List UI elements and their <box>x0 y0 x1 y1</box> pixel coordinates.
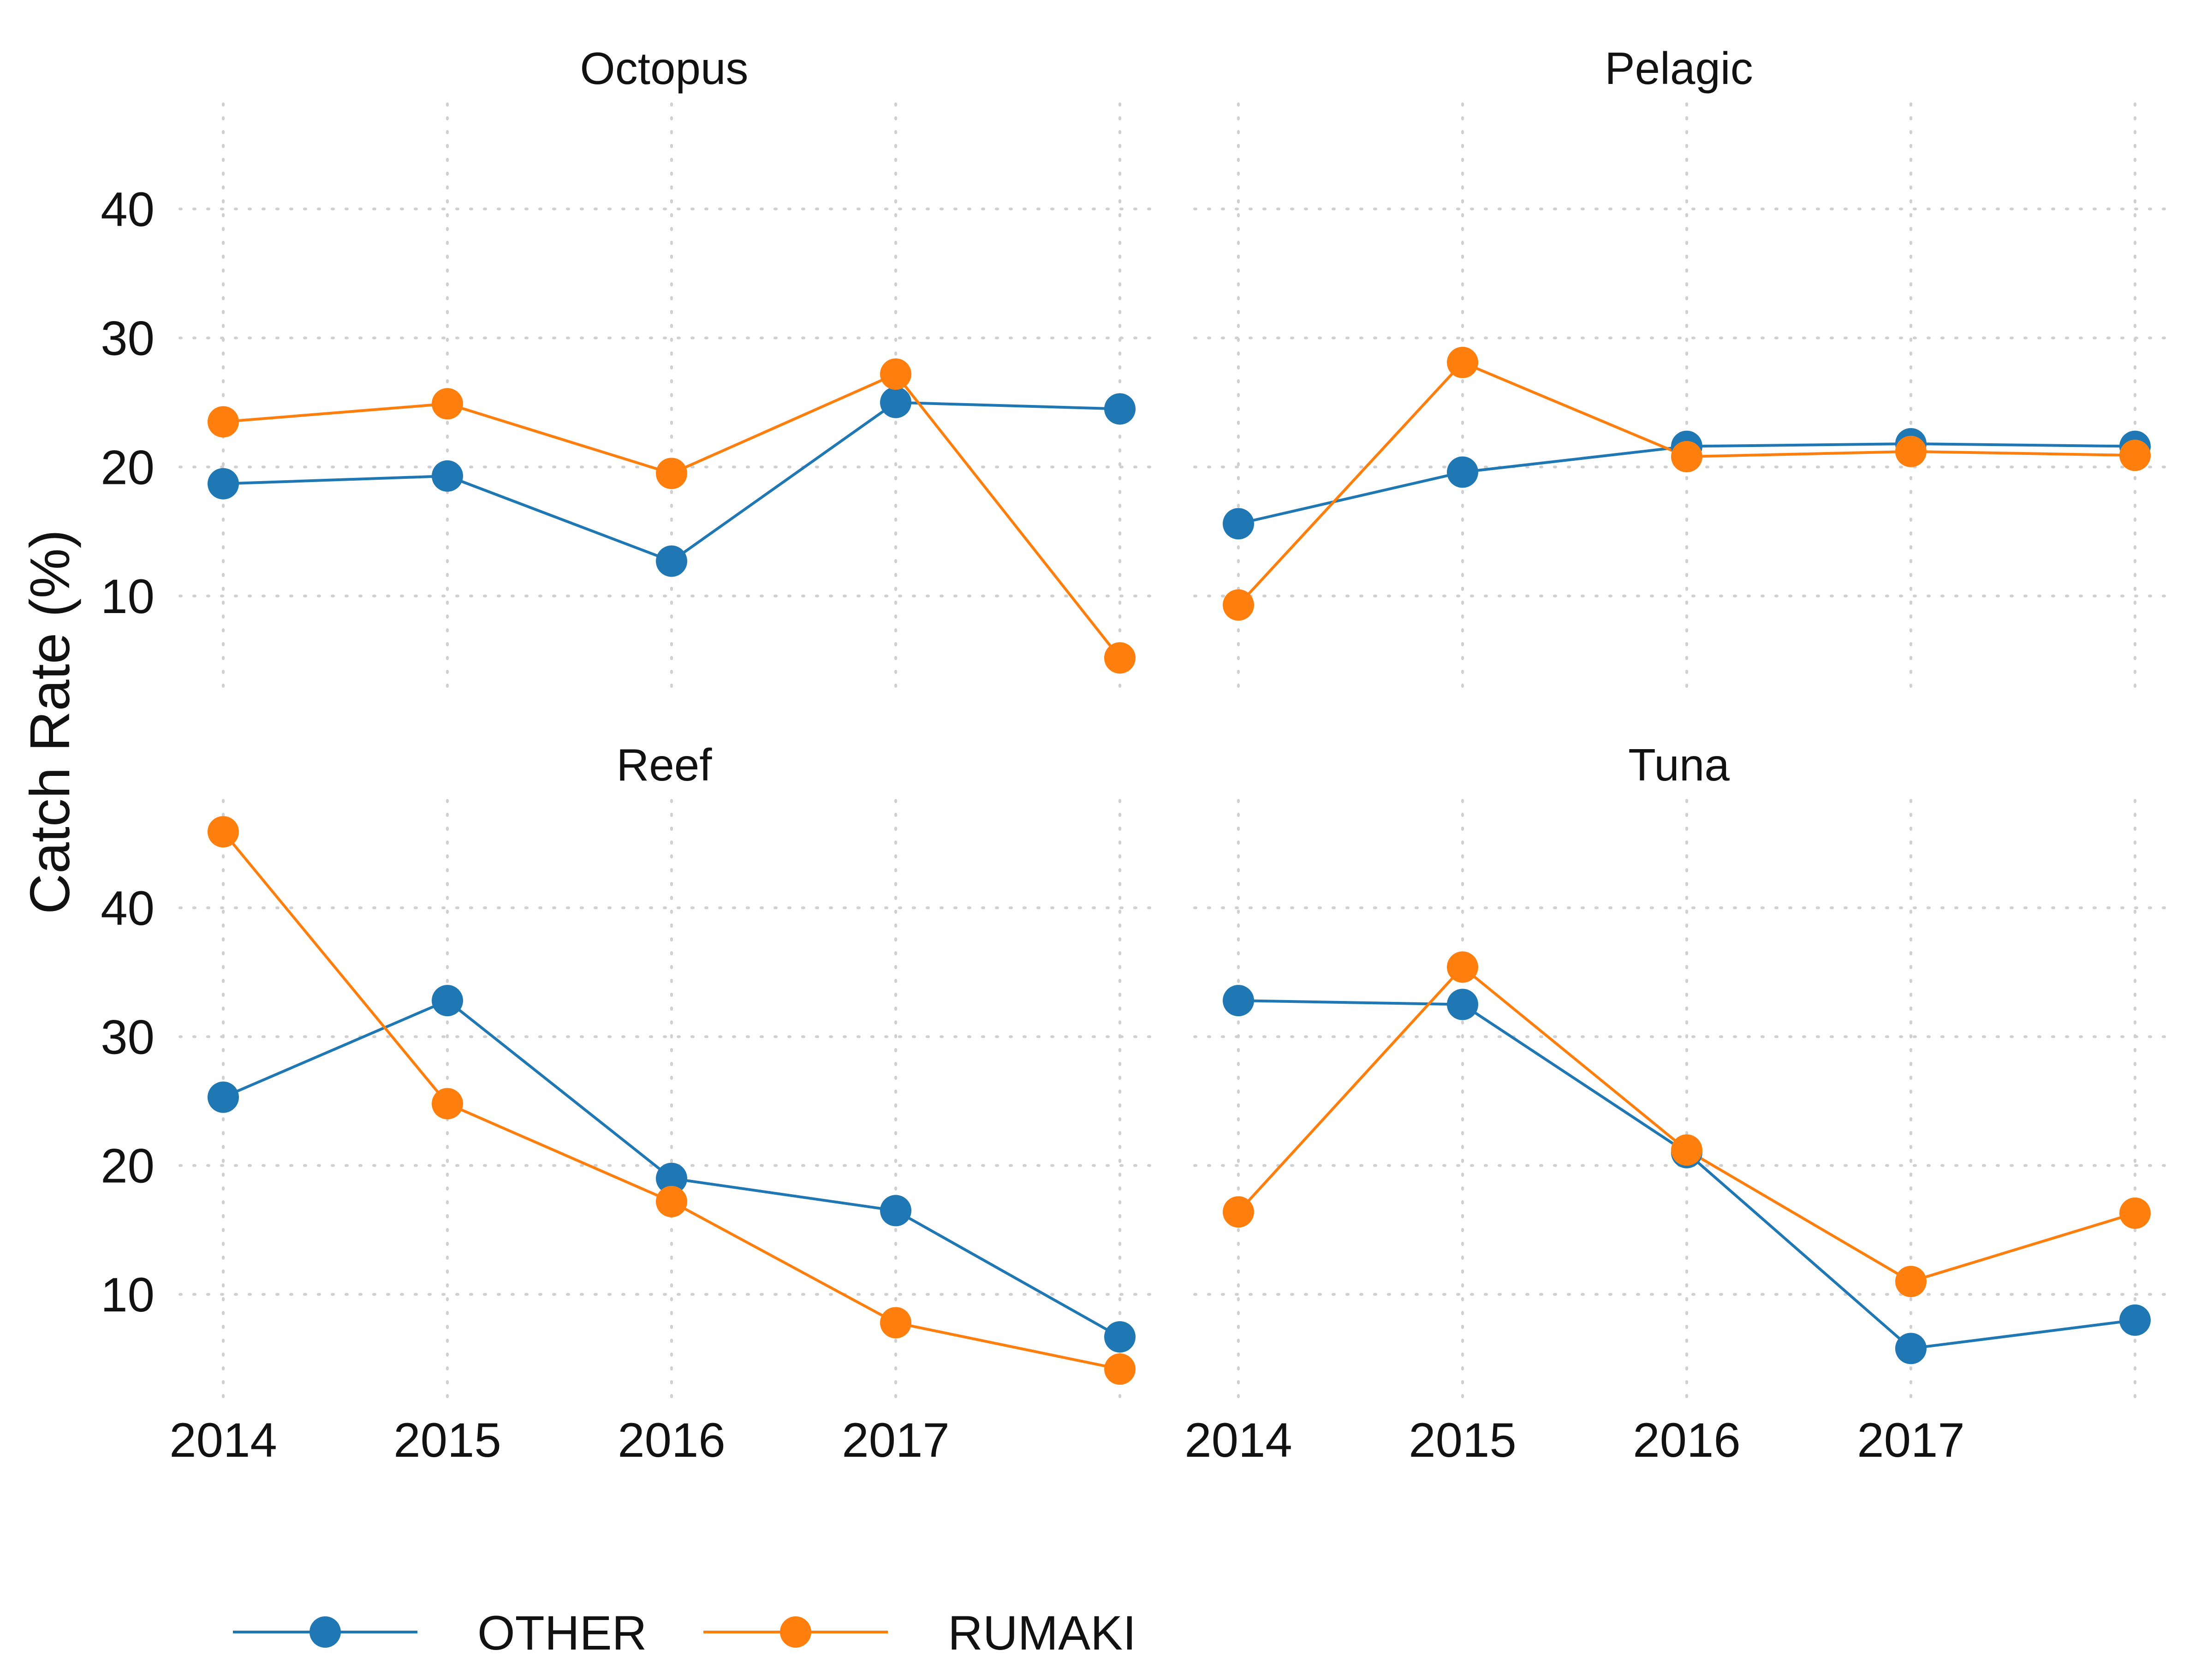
legend-key-point-other <box>309 1616 341 1648</box>
x-tick-label: 2016 <box>618 1413 726 1467</box>
data-point-other <box>656 545 687 577</box>
x-tick-label: 2015 <box>1409 1413 1517 1467</box>
x-tick-label: 2017 <box>842 1413 950 1467</box>
data-point-rumaki <box>432 1088 463 1120</box>
data-point-rumaki <box>1104 642 1136 674</box>
data-point-rumaki <box>656 458 687 489</box>
x-tick-label: 2017 <box>1857 1413 1965 1467</box>
y-tick-label: 20 <box>101 1139 155 1193</box>
panel-title: Pelagic <box>1605 43 1753 94</box>
y-axis-label: Catch Rate (%) <box>18 530 81 914</box>
y-tick-label: 10 <box>101 570 155 624</box>
y-tick-label: 40 <box>101 882 155 935</box>
x-tick-label: 2014 <box>1184 1413 1292 1467</box>
y-tick-label: 20 <box>101 441 155 494</box>
y-tick-label: 40 <box>101 183 155 237</box>
data-point-other <box>880 387 911 418</box>
x-tick-label: 2016 <box>1633 1413 1741 1467</box>
data-point-rumaki <box>2119 1197 2151 1229</box>
panel-title: Tuna <box>1628 739 1730 790</box>
data-point-other <box>880 1195 911 1227</box>
panel-tuna: Tuna 2014 2015 2016 2017 <box>1184 739 2174 1467</box>
data-point-rumaki <box>208 406 239 438</box>
x-tick-label: 2014 <box>169 1413 277 1467</box>
y-tick-label: 10 <box>101 1268 155 1322</box>
y-tick-label: 30 <box>101 1010 155 1064</box>
legend: OTHER RUMAKI <box>233 1606 1136 1660</box>
data-point-other <box>656 1162 687 1194</box>
data-point-rumaki <box>2119 440 2151 471</box>
data-point-other <box>208 468 239 500</box>
panel-reef: 10 20 30 40 Reef 2014 2015 2016 2017 <box>101 739 1159 1467</box>
chart-panels: 10 20 30 40 Octopus Pelagic 10 20 30 40 Reef 2014 20… <box>101 43 2174 1467</box>
data-point-other <box>1223 508 1254 540</box>
data-point-other <box>432 985 463 1017</box>
data-point-other <box>1895 1333 1927 1364</box>
data-point-rumaki <box>1447 951 1478 983</box>
data-point-rumaki <box>1223 589 1254 621</box>
data-point-other <box>1447 456 1478 488</box>
data-point-rumaki <box>1671 441 1702 472</box>
data-point-other <box>1223 985 1254 1017</box>
data-point-rumaki <box>1223 1196 1254 1228</box>
data-point-rumaki <box>432 388 463 420</box>
y-tick-label: 30 <box>101 312 155 366</box>
panel-title: Octopus <box>580 43 749 94</box>
data-point-other <box>432 460 463 492</box>
series-line-rumaki <box>1237 965 2136 1283</box>
data-point-rumaki <box>1895 435 1927 467</box>
legend-key-point-rumaki <box>780 1616 811 1648</box>
data-point-rumaki <box>656 1186 687 1217</box>
data-point-other <box>208 1081 239 1113</box>
data-point-other <box>1104 1321 1136 1353</box>
legend-label-other: OTHER <box>477 1606 647 1660</box>
data-point-other <box>1447 989 1478 1020</box>
panel-pelagic: Pelagic <box>1193 43 2174 698</box>
data-point-rumaki <box>208 816 239 848</box>
data-point-rumaki <box>1447 346 1478 378</box>
x-tick-label: 2015 <box>393 1413 501 1467</box>
data-point-rumaki <box>1671 1134 1702 1166</box>
data-point-rumaki <box>1104 1353 1136 1385</box>
data-point-other <box>2119 1304 2151 1336</box>
data-point-rumaki <box>880 1307 911 1339</box>
data-point-other <box>1104 393 1136 425</box>
series-line-rumaki <box>1237 361 2136 606</box>
legend-label-rumaki: RUMAKI <box>948 1606 1136 1660</box>
data-point-rumaki <box>880 358 911 390</box>
panel-octopus: 10 20 30 40 Octopus <box>101 43 1159 698</box>
panel-title: Reef <box>616 739 712 790</box>
data-point-rumaki <box>1895 1266 1927 1298</box>
